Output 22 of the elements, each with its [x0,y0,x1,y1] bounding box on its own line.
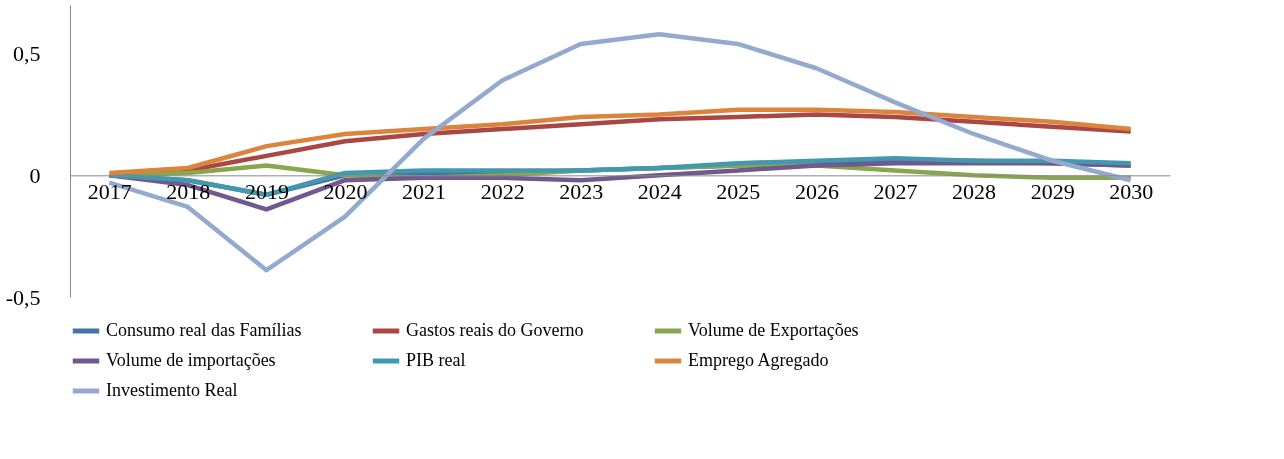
legend-label: Volume de Exportações [688,320,859,340]
x-tick-label: 2028 [952,178,997,204]
legend-label: Volume de importações [106,350,276,370]
x-tick-label: 2029 [1030,178,1075,204]
legend-label: Emprego Agregado [688,350,829,370]
x-tick-label: 2020 [323,178,368,204]
x-tick-label: 2017 [87,178,132,204]
x-tick-label: 2024 [637,178,682,204]
x-tick-label: 2021 [402,178,447,204]
legend-label: PIB real [406,350,466,370]
x-tick-label: 2025 [716,178,761,204]
x-tick-label: 2026 [794,178,839,204]
x-tick-label: 2022 [480,178,525,204]
y-tick-label: -0,5 [5,284,41,310]
legend-label: Gastos reais do Governo [406,320,584,340]
y-tick-label: 0,5 [13,41,41,67]
y-tick-label: 0 [29,162,41,188]
x-tick-label: 2030 [1109,178,1154,204]
x-tick-label: 2027 [873,178,918,204]
x-tick-label: 2023 [559,178,604,204]
legend-label: Consumo real das Famílias [106,320,302,340]
legend-label: Investimento Real [106,380,238,400]
